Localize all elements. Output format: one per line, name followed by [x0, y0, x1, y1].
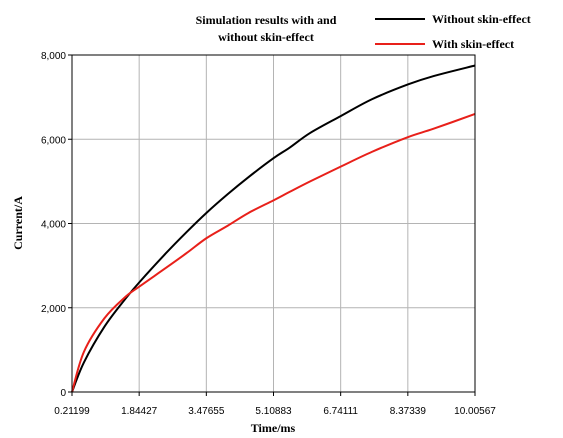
x-tick-label: 8.37339 — [390, 406, 427, 417]
x-tick-label: 0.21199 — [54, 406, 90, 417]
y-tick-label: 0 — [60, 388, 66, 399]
chart-title-line-2: without skin-effect — [218, 30, 314, 44]
y-axis-ticks: 0 2,000 4,000 6,000 8,000 — [41, 51, 72, 399]
plot-series — [71, 64, 476, 393]
x-tick-label: 1.84427 — [121, 406, 158, 417]
y-tick-label: 8,000 — [41, 51, 66, 62]
series-line-without-skin-effect — [71, 64, 476, 393]
y-tick-label: 4,000 — [41, 220, 66, 231]
x-tick-label: 3.47655 — [188, 406, 225, 417]
x-tick-label: 10.00567 — [454, 406, 496, 417]
y-tick-label: 6,000 — [41, 135, 66, 146]
y-axis-label: Current/A — [11, 196, 25, 250]
x-tick-label: 5.10883 — [255, 406, 292, 417]
x-axis-label: Time/ms — [251, 421, 296, 435]
y-tick-label: 2,000 — [41, 304, 66, 315]
x-axis-ticks: 0.21199 1.84427 3.47655 5.10883 6.74111 8.373… — [54, 392, 496, 417]
series-line-with-skin-effect — [71, 113, 476, 393]
legend: Without skin-effect With skin-effect — [375, 12, 531, 51]
chart-title-line-1: Simulation results with and — [196, 13, 337, 27]
legend-label-with-skin-effect: With skin-effect — [432, 37, 514, 51]
x-tick-label: 6.74111 — [323, 406, 358, 417]
legend-label-without-skin-effect: Without skin-effect — [432, 12, 531, 26]
